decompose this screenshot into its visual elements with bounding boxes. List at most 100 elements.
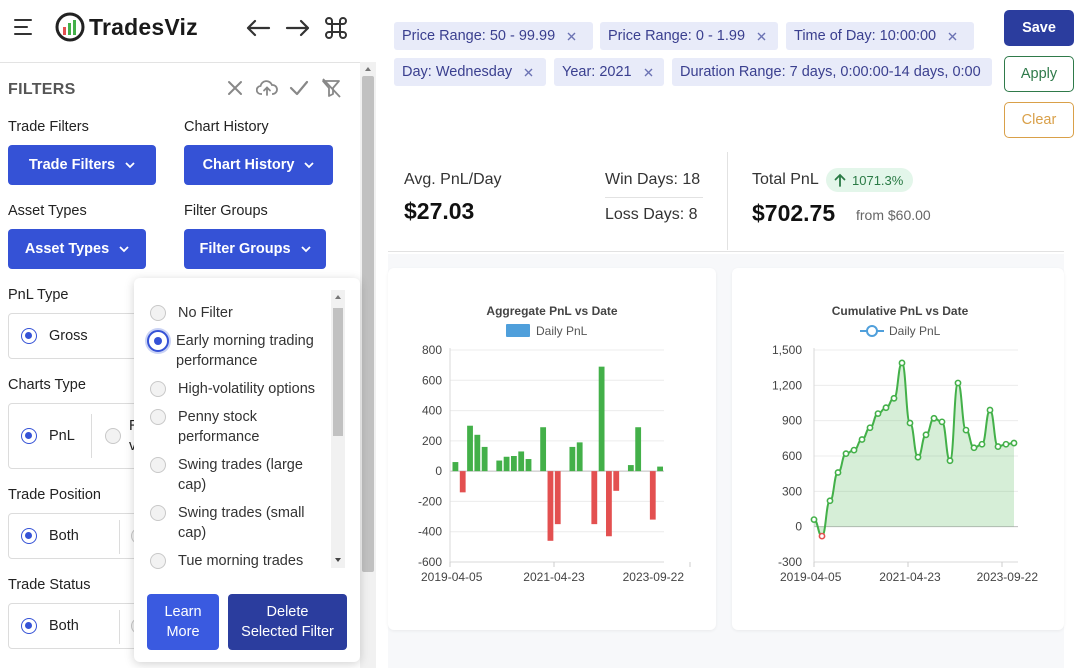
check-icon[interactable] xyxy=(288,77,310,99)
y-tick-label: 1,200 xyxy=(772,378,802,392)
bar xyxy=(510,456,517,472)
total-pnl-from: from $60.00 xyxy=(856,207,931,223)
logo-icon xyxy=(55,12,85,42)
filter-groups-button[interactable]: Filter Groups xyxy=(184,229,326,269)
filter-group-option[interactable]: Swing trades (large cap) xyxy=(150,455,330,495)
close-icon[interactable] xyxy=(948,32,957,41)
y-tick-label: 0 xyxy=(795,520,802,534)
pnl-type-group: Gross xyxy=(8,313,158,359)
filter-chip: Day: Wednesday xyxy=(394,58,546,86)
option-label: Tue morning trades xyxy=(178,553,304,569)
chart-history-button-label: Chart History xyxy=(202,157,295,173)
apply-button[interactable]: Apply xyxy=(1004,56,1074,92)
filter-group-option[interactable]: No Filter xyxy=(150,303,330,323)
close-icon[interactable] xyxy=(567,32,576,41)
y-tick-label: 0 xyxy=(435,464,442,478)
filter-group-option[interactable]: Penny stock performance xyxy=(150,407,330,447)
charts-type-other-radio[interactable] xyxy=(105,428,133,444)
scroll-up-icon[interactable] xyxy=(363,64,373,74)
data-point xyxy=(890,394,898,402)
close-icon[interactable] xyxy=(524,68,533,77)
command-icon[interactable] xyxy=(322,14,350,42)
clear-button[interactable]: Clear xyxy=(1004,102,1074,138)
aggregate-pnl-chart-card: Aggregate PnL vs Date Daily PnL 800 600 400 2… xyxy=(388,268,716,630)
close-icon[interactable] xyxy=(644,68,653,77)
asset-types-button[interactable]: Asset Types xyxy=(8,229,146,269)
chevron-down-icon xyxy=(300,246,311,253)
radio-selected-icon xyxy=(21,428,37,444)
app-logo[interactable]: TradesViz xyxy=(55,12,198,42)
bar xyxy=(598,366,605,472)
filter-off-icon[interactable] xyxy=(320,77,342,99)
x-tick-label: 2021-04-23 xyxy=(523,570,585,584)
x-tick-label: 2023-09-22 xyxy=(623,570,685,584)
area-fill xyxy=(814,362,1014,537)
menu-icon[interactable] xyxy=(14,18,34,36)
bar xyxy=(467,425,473,472)
legend-marker xyxy=(866,325,878,337)
aggregate-pnl-chart: Aggregate PnL vs Date Daily PnL 800 600 400 2… xyxy=(418,304,691,584)
dropdown-scrollbar-thumb[interactable] xyxy=(333,308,343,436)
bar xyxy=(606,471,612,537)
charts-type-group: PnL R v xyxy=(8,403,158,469)
cumulative-pnl-chart: Cumulative PnL vs Date Daily PnL 1,500 1,20… xyxy=(772,304,1039,584)
scroll-down-icon[interactable] xyxy=(334,556,342,564)
bar xyxy=(613,471,620,491)
asset-types-label: Asset Types xyxy=(8,203,87,219)
x-tick-label: 2023-09-22 xyxy=(977,570,1039,584)
filter-group-option[interactable]: Tue morning trades xyxy=(150,551,330,570)
charts-type-pnl-radio[interactable]: PnL xyxy=(21,428,75,444)
chevron-down-icon xyxy=(125,162,135,169)
trade-position-both-radio[interactable]: Both xyxy=(21,528,79,544)
pnl-type-gross-label: Gross xyxy=(49,328,88,344)
data-point xyxy=(866,424,874,432)
data-point xyxy=(938,418,946,426)
radio-selected-icon xyxy=(21,618,37,634)
sidebar-scrollbar-thumb[interactable] xyxy=(362,76,374,572)
bar xyxy=(481,446,488,472)
trade-filters-button-label: Trade Filters xyxy=(28,157,116,173)
delete-filter-button[interactable]: Delete Selected Filter xyxy=(228,594,347,650)
filter-group-option[interactable]: Swing trades (small cap) xyxy=(150,503,330,543)
chevron-down-icon xyxy=(304,162,315,169)
bar xyxy=(554,471,561,525)
trade-filters-button[interactable]: Trade Filters xyxy=(8,145,156,185)
bar xyxy=(627,465,634,472)
data-point xyxy=(978,440,986,448)
radio-unselected-icon xyxy=(150,505,166,521)
filter-groups-button-label: Filter Groups xyxy=(199,241,291,257)
close-icon[interactable] xyxy=(757,32,766,41)
y-tick-label: -600 xyxy=(418,555,442,569)
y-tick-label: 400 xyxy=(422,404,442,418)
forward-arrow-icon[interactable] xyxy=(284,14,312,42)
trade-status-both-radio[interactable]: Both xyxy=(21,618,79,634)
back-arrow-icon[interactable] xyxy=(244,14,272,42)
learn-more-button[interactable]: Learn More xyxy=(147,594,219,650)
pnl-type-gross-radio[interactable]: Gross xyxy=(21,328,88,344)
data-point xyxy=(874,410,882,417)
filter-group-option-selected[interactable]: Early morning trading performance xyxy=(147,330,330,371)
chart-history-button[interactable]: Chart History xyxy=(184,145,333,185)
close-icon[interactable] xyxy=(224,77,246,99)
filter-groups-dropdown: No Filter Early morning trading performan… xyxy=(134,278,360,662)
asset-types-button-label: Asset Types xyxy=(24,241,110,257)
filters-title: FILTERS xyxy=(8,81,76,98)
filter-group-option[interactable]: High-volatility options xyxy=(150,379,330,399)
filter-chip: Duration Range: 7 days, 0:00:00-14 days,… xyxy=(672,58,992,86)
radio-selected-icon xyxy=(147,330,169,352)
scroll-up-icon[interactable] xyxy=(334,293,342,301)
data-point xyxy=(834,469,842,476)
cloud-upload-icon[interactable] xyxy=(256,77,278,99)
y-tick-label: 900 xyxy=(782,414,802,428)
dropdown-scrollbar[interactable] xyxy=(331,290,345,568)
option-label: High-volatility options xyxy=(178,381,316,397)
legend-label: Daily PnL xyxy=(889,324,941,338)
data-point xyxy=(914,453,922,461)
y-tick-label: -300 xyxy=(778,555,802,569)
bar xyxy=(547,471,554,541)
bar xyxy=(635,427,642,472)
chevron-down-icon xyxy=(119,246,129,253)
data-point xyxy=(906,419,914,427)
save-button[interactable]: Save xyxy=(1004,10,1074,46)
bar xyxy=(569,446,576,472)
